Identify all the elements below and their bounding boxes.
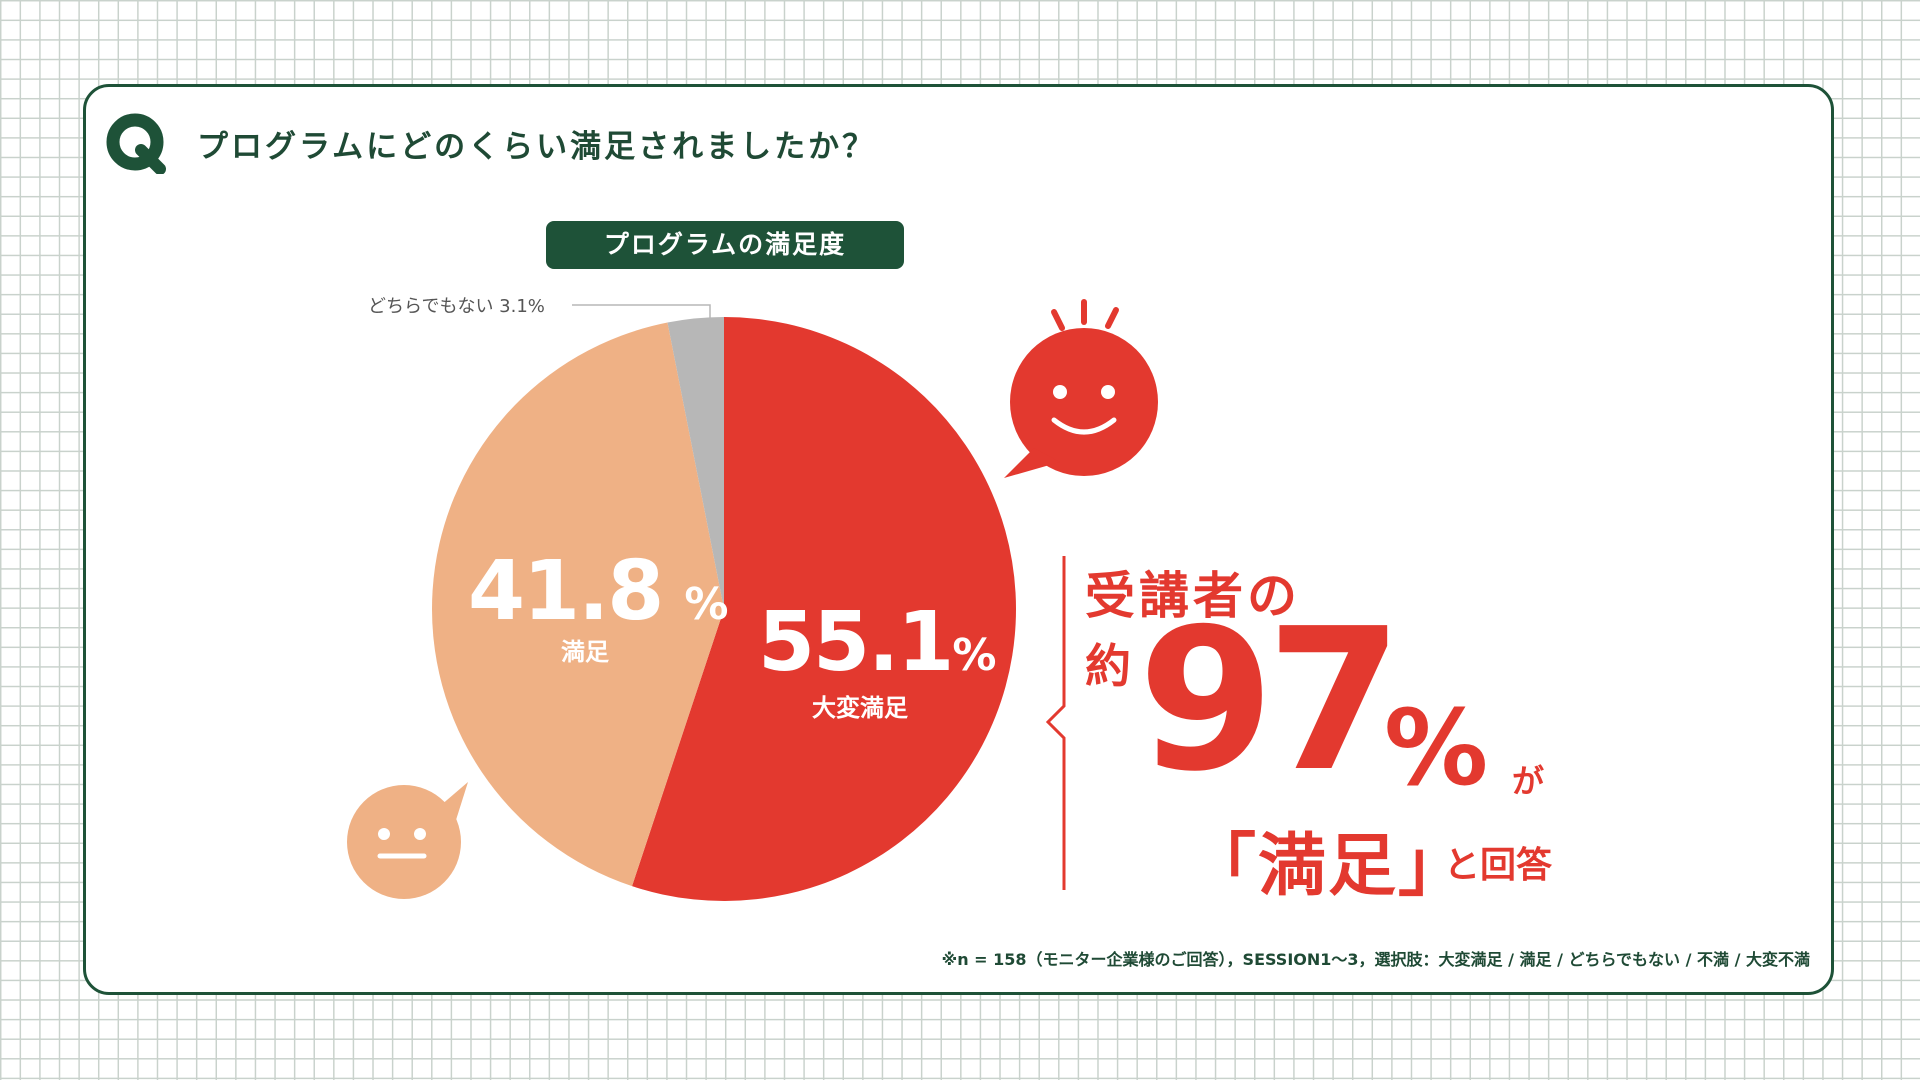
label-very-value: 55.1% [758,595,998,690]
highlight-quote: 「満足」 [1188,827,1469,906]
footnote: ※n = 158（モニター企業様のご回答），SESSION1～3，選択肢：大変満… [941,950,1810,969]
label-very-number: 55.1 [758,595,954,690]
pie-slice-1 [432,322,724,887]
label-neutral: どちらでもない 3.1% [368,296,545,317]
highlight-percent: % [1384,687,1489,809]
q-mark-icon [105,112,167,175]
label-satisfied-value: 41.8% [468,544,728,639]
highlight-tail: と回答 [1444,845,1553,886]
pie-slice-0 [632,317,1017,902]
label-very-pct: % [952,630,996,681]
highlight-number: 97 [1138,587,1403,815]
question-title: プログラムにどのくらい満足されましたか？ [197,128,877,165]
smiley-happy-red-icon [1004,299,1158,478]
chart-title: プログラムの満足度 [546,221,904,269]
label-satisfied-name: 満足 [561,638,609,666]
other-leader-line [572,304,711,325]
highlight-prefix: 約 [1085,639,1131,693]
pie-slice-2 [667,317,724,609]
question-header: プログラムにどのくらい満足されましたか？ [105,112,877,175]
smiley-content-peach-icon [347,782,468,899]
label-satisfied-pct: % [684,579,728,630]
label-satisfied-number: 41.8 [468,544,664,639]
bracket-divider [1045,556,1066,890]
label-very-name: 大変満足 [812,694,908,722]
highlight-suffix: が [1512,762,1545,800]
highlight-line1: 受講者の [1085,567,1301,625]
